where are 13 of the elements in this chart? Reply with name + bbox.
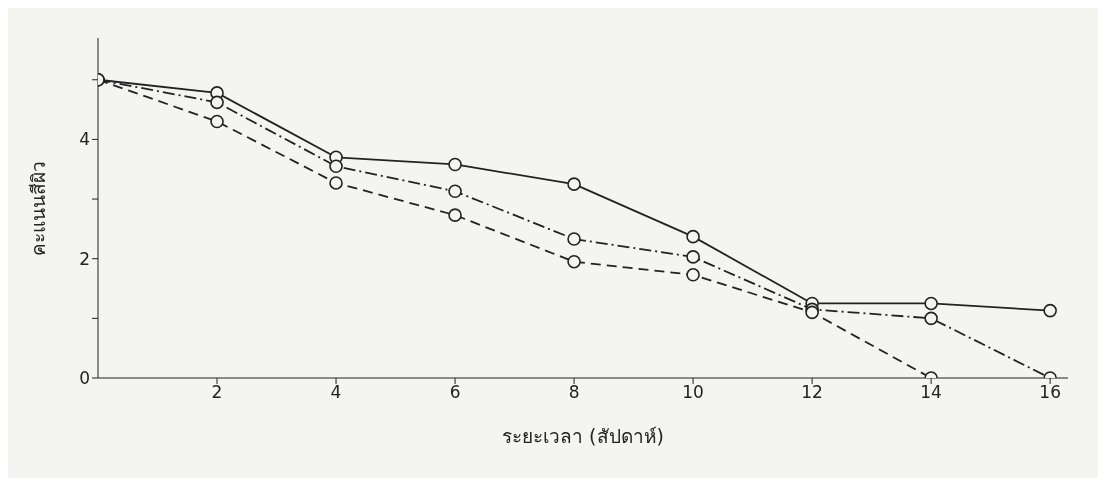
x-tick-label: 14 bbox=[920, 382, 942, 403]
y-tick-label: 2 bbox=[79, 248, 90, 269]
y-tick-label: 0 bbox=[79, 368, 90, 389]
x-tick-label: 8 bbox=[568, 382, 580, 403]
x-tick-label: 16 bbox=[1039, 382, 1061, 403]
x-axis-title: ระยะเวลา (สัปดาห์) bbox=[502, 425, 664, 447]
x-tick-label: 6 bbox=[449, 382, 461, 403]
y-tick-label: 4 bbox=[79, 129, 90, 150]
y-axis-title: คะแนนสีผิว bbox=[26, 160, 49, 256]
x-tick-label: 10 bbox=[682, 382, 704, 403]
x-tick-label: 12 bbox=[801, 382, 823, 403]
x-tick-label: 4 bbox=[330, 382, 342, 403]
x-tick-label: 2 bbox=[211, 382, 223, 403]
